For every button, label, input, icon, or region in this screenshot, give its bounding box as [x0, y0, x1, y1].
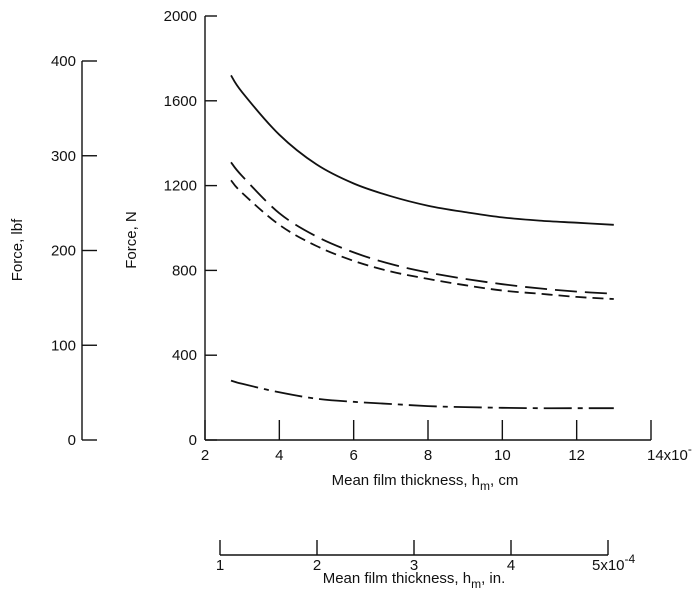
x-tick-label-last-base: 14x10 [647, 447, 688, 464]
secondary-x-tick-label: 3 [410, 557, 418, 574]
y-tick-label: 400 [172, 347, 197, 364]
primary-x-axis-label-main: Mean film thickness, h [332, 472, 480, 489]
primary-y-axis-label: Force, N [123, 211, 140, 269]
secondary-x-axis-label-main: Mean film thickness, h [323, 570, 471, 587]
secondary-x-tick-label: 2 [313, 557, 321, 574]
primary-x-axis-label-subscript: m [480, 479, 490, 493]
y-tick-label: 1200 [164, 178, 197, 195]
primary-x-axis-label-unit: , cm [490, 472, 518, 489]
primary-y-axis: 0 400 800 1200 1600 2000 Force, N [123, 8, 217, 449]
secondary-x-tick-label: 1 [216, 557, 224, 574]
x-tick-label-exponent: -4 [688, 442, 692, 456]
secondary-y-axis: 0 100 200 300 400 Force, lbf [9, 53, 97, 449]
x-tick-label: 12 [568, 447, 585, 464]
secondary-x-axis-label-subscript: m [471, 577, 481, 591]
secondary-x-axis-label: Mean film thickness, hm, in. [323, 570, 506, 591]
x-tick-label: 6 [349, 447, 357, 464]
y-tick-label: 1600 [164, 93, 197, 110]
primary-y-ticks: 0 400 800 1200 1600 2000 [164, 8, 217, 449]
secondary-x-tick-label: 4 [507, 557, 515, 574]
secondary-y-ticks: 0 100 200 300 400 [51, 53, 97, 449]
secondary-x-tick-label-last: 5x10-4 [592, 552, 636, 574]
series-layer [230, 74, 614, 410]
series-line-long-dash [230, 161, 614, 295]
primary-x-ticks: 2 4 6 8 10 12 14x10-4 [201, 420, 692, 464]
x-tick-label: 10 [494, 447, 511, 464]
secondary-y-tick-label: 400 [51, 53, 76, 70]
y-tick-label: 0 [189, 432, 197, 449]
secondary-x-axis: 1 2 3 4 5x10-4 Mean film thickness, hm, in. [216, 540, 636, 591]
secondary-x-axis-label-unit: , in. [481, 570, 505, 587]
series-line-dash-dot [230, 379, 614, 410]
secondary-x-tick-label-exponent: -4 [625, 552, 636, 566]
primary-x-axis-label: Mean film thickness, hm, cm [332, 472, 519, 493]
series-line-solid [230, 74, 614, 226]
primary-x-axis: 2 4 6 8 10 12 14x10-4 Mean film thickness, hm,… [201, 420, 692, 493]
series-line-short-dash [230, 179, 614, 300]
y-tick-label: 2000 [164, 8, 197, 25]
secondary-y-axis-label: Force, lbf [9, 218, 26, 281]
secondary-y-tick-label: 0 [68, 432, 76, 449]
secondary-x-ticks: 1 2 3 4 5x10-4 [216, 540, 636, 574]
x-tick-label-last: 14x10-4 [647, 442, 692, 464]
x-tick-label: 2 [201, 447, 209, 464]
x-tick-label: 4 [275, 447, 283, 464]
secondary-y-tick-label: 200 [51, 243, 76, 260]
x-tick-label: 8 [424, 447, 432, 464]
secondary-y-tick-label: 300 [51, 148, 76, 165]
secondary-x-tick-label-last-base: 5x10 [592, 557, 625, 574]
y-tick-label: 800 [172, 262, 197, 279]
secondary-y-tick-label: 100 [51, 337, 76, 354]
